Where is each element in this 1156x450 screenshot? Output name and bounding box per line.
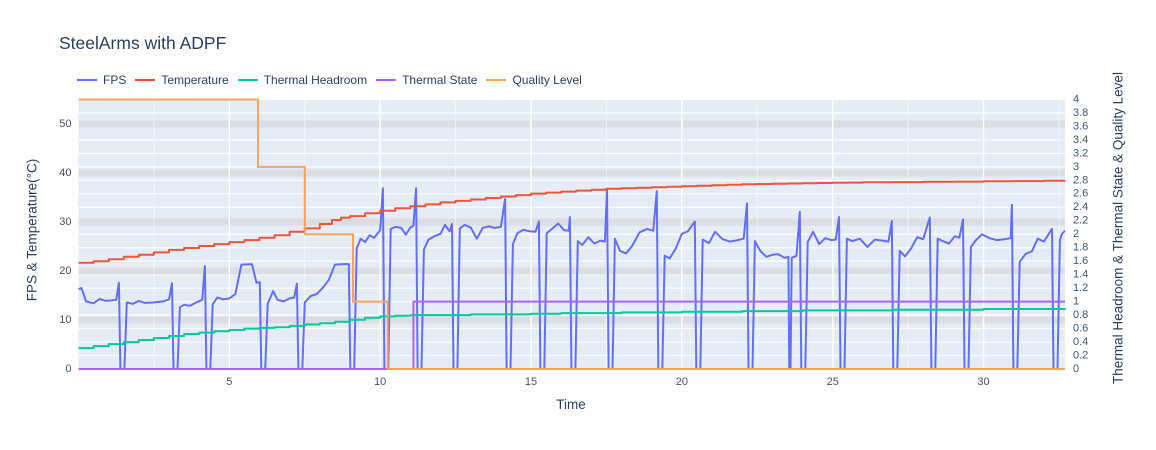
x-tick-label: 30	[977, 376, 989, 388]
y-right-tick-label: 0.4	[1073, 336, 1088, 348]
x-tick-label: 10	[374, 376, 386, 388]
y-right-tick-label: 2.8	[1073, 174, 1088, 186]
y-right-tick-label: 4	[1073, 93, 1079, 105]
legend-label: Thermal State	[402, 73, 478, 87]
legend-item-fps[interactable]: FPS	[77, 73, 126, 87]
series-line-thermal-state	[78, 300, 1065, 370]
legend-label: Thermal Headroom	[263, 73, 368, 87]
x-tick-label: 5	[226, 376, 232, 388]
x-tick-label: 15	[525, 376, 537, 388]
legend-line-swatch-icon	[237, 79, 258, 81]
y-right-tick-label: 0.8	[1073, 309, 1088, 321]
legend-line-swatch-icon	[486, 79, 507, 81]
legend-item-temperature[interactable]: Temperature	[135, 73, 229, 87]
decade-band	[78, 267, 1065, 275]
y-right-tick-label: 1	[1073, 296, 1079, 308]
legend-label: Temperature	[161, 73, 229, 87]
y-right-tick-label: 1.6	[1073, 255, 1088, 267]
legend: FPS Temperature Thermal Headroom Thermal St…	[77, 73, 582, 87]
y-right-tick-label: 3.4	[1073, 134, 1088, 146]
y-left-tick-label: 10	[59, 314, 71, 326]
y-right-tick-label: 2.2	[1073, 215, 1088, 227]
legend-item-quality-level[interactable]: Quality Level	[486, 73, 582, 87]
y-right-tick-label: 3.8	[1073, 107, 1088, 119]
legend-item-thermal-state[interactable]: Thermal State	[376, 73, 477, 87]
decade-band	[78, 169, 1065, 177]
y-right-tick-label: 3.2	[1073, 147, 1088, 159]
legend-line-swatch-icon	[77, 79, 97, 81]
legend-line-swatch-icon	[135, 79, 156, 81]
y-right-tick-label: 0.2	[1073, 349, 1088, 361]
y-right-tick-label: 3	[1073, 161, 1079, 173]
x-tick-label: 20	[676, 376, 688, 388]
legend-label: Quality Level	[512, 73, 582, 87]
y-right-tick-label: 3.6	[1073, 120, 1088, 132]
y-right-tick-label: 2.4	[1073, 201, 1088, 213]
y-right-tick-label: 0	[1073, 363, 1079, 375]
legend-line-swatch-icon	[376, 79, 397, 81]
chart-title: SteelArms with ADPF	[59, 33, 227, 53]
y-right-tick-label: 2	[1073, 228, 1079, 240]
y-left-tick-label: 30	[59, 216, 71, 228]
y-right-tick-label: 1.8	[1073, 242, 1088, 254]
y-left-tick-label: 50	[59, 118, 71, 130]
series-line-quality-level	[78, 98, 1065, 370]
y-right-tick-label: 2.6	[1073, 188, 1088, 200]
x-tick-label: 25	[827, 376, 839, 388]
legend-item-thermal-headroom[interactable]: Thermal Headroom	[237, 73, 368, 87]
y-right-tick-label: 1.2	[1073, 282, 1088, 294]
y-left-tick-label: 0	[65, 363, 71, 375]
series-line-thermal-headroom	[78, 308, 1066, 350]
y-left-tick-label: 40	[59, 167, 71, 179]
y-right-tick-label: 0.6	[1073, 322, 1088, 334]
decade-band	[78, 218, 1065, 226]
decade-band	[78, 120, 1065, 128]
xaxis-title: Time	[556, 397, 586, 412]
y-left-tick-label: 20	[59, 265, 71, 277]
series-line-temperature	[78, 179, 1066, 264]
y-right-tick-label: 1.4	[1073, 269, 1088, 281]
legend-label: FPS	[103, 73, 127, 87]
